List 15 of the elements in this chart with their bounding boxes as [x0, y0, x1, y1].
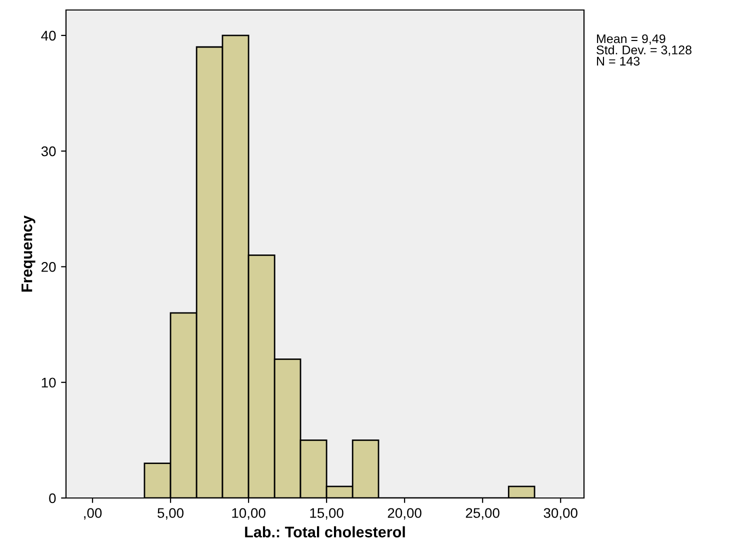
- x-tick-label: 25,00: [466, 508, 500, 520]
- y-tick-label: 30: [41, 146, 56, 156]
- y-tick-label: 40: [41, 30, 56, 41]
- x-axis-title: Lab.: Total cholesterol: [245, 526, 405, 538]
- x-tick-label: 15,00: [310, 508, 344, 520]
- x-tick-label: 20,00: [388, 508, 422, 520]
- y-axis-title: Frequency: [22, 215, 36, 292]
- y-tick-label: 10: [42, 378, 56, 388]
- text: Mean = 9,49 Std. Dev. = 3,128 N = 143: [596, 34, 692, 66]
- x-tick-label: ,00: [84, 508, 102, 520]
- y-tick-label: 0: [49, 493, 56, 504]
- x-tick-label: 5,00: [158, 508, 184, 520]
- y-tick-label: 20: [42, 262, 56, 272]
- x-tick-label: 30,00: [544, 508, 578, 520]
- x-tick-label: 10,00: [232, 508, 266, 520]
